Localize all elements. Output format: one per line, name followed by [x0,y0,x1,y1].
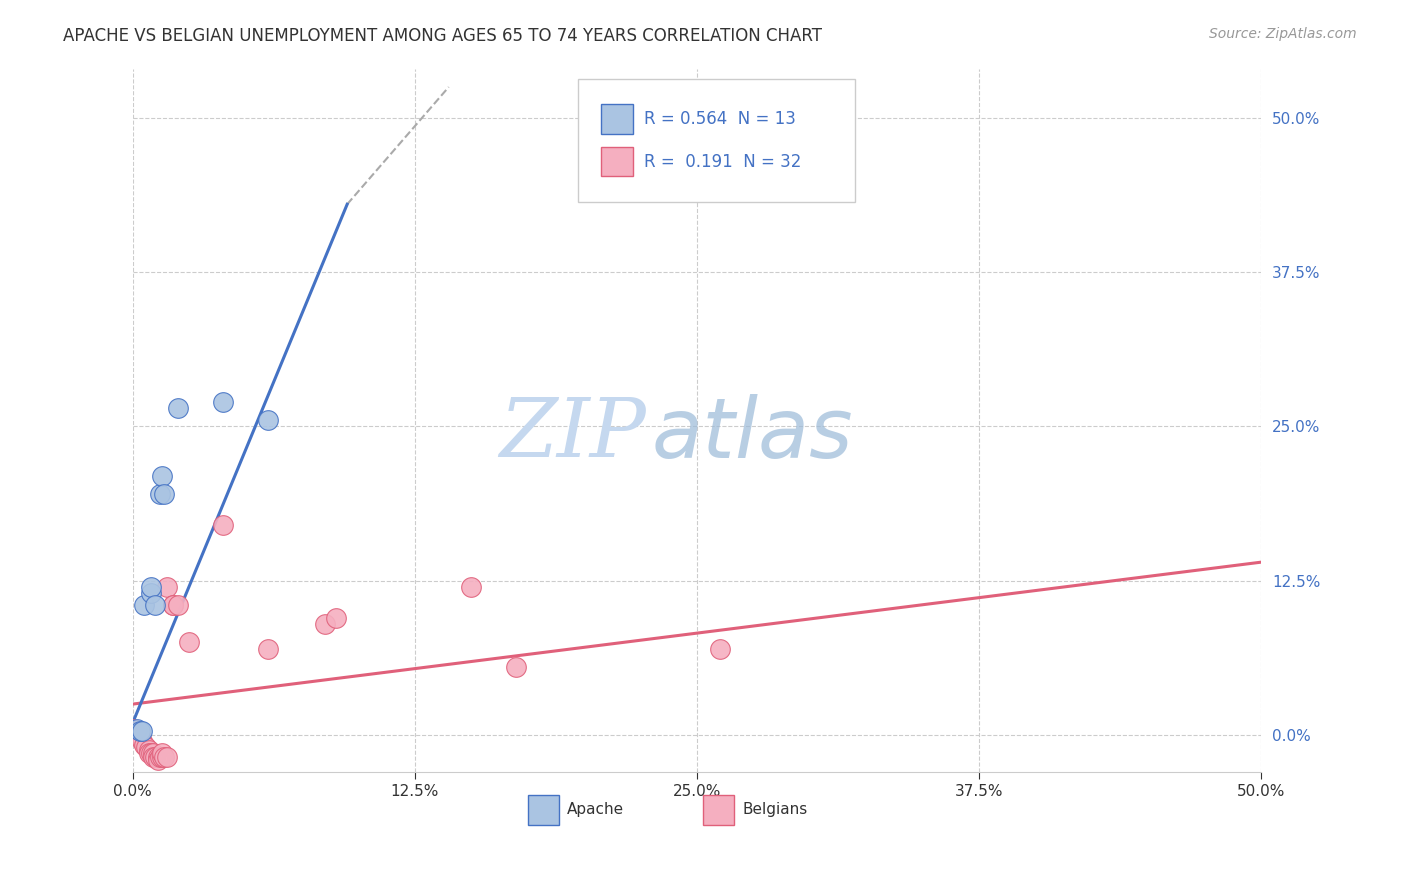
Point [121,722,143,736]
FancyBboxPatch shape [578,79,855,202]
FancyBboxPatch shape [600,146,633,176]
Point [505,660,527,674]
Point [146,753,169,767]
Text: APACHE VS BELGIAN UNEMPLOYMENT AMONG AGES 65 TO 74 YEARS CORRELATION CHART: APACHE VS BELGIAN UNEMPLOYMENT AMONG AGE… [63,27,823,45]
Point [143,750,166,764]
Point [167,401,190,415]
Point [150,468,173,483]
FancyBboxPatch shape [600,104,633,134]
Text: Belgians: Belgians [742,802,807,817]
Point [124,725,146,739]
Point [143,599,166,613]
Point [138,743,160,757]
Point [162,599,184,613]
Point [128,728,150,742]
Point [212,394,235,409]
Text: R =  0.191  N = 32: R = 0.191 N = 32 [644,153,801,171]
Point [139,580,162,594]
Text: R = 0.564  N = 13: R = 0.564 N = 13 [644,111,796,128]
Point [153,750,176,764]
Point [131,724,153,739]
Point [149,750,172,764]
Text: Apache: Apache [567,802,624,817]
Point [139,747,162,761]
FancyBboxPatch shape [703,795,734,825]
Point [142,747,165,761]
Point [257,641,280,656]
Point [167,599,190,613]
Text: ZIP: ZIP [499,394,647,475]
Point [149,487,172,501]
Point [138,747,160,761]
Point [150,750,173,764]
Point [150,747,173,761]
Point [156,750,179,764]
Point [128,724,150,739]
Point [127,728,149,742]
Point [460,580,482,594]
Point [142,750,165,764]
Point [156,580,179,594]
Point [127,722,149,736]
Point [257,413,280,427]
Point [162,599,184,613]
Point [179,635,201,649]
Point [131,734,153,748]
Text: atlas: atlas [652,393,853,475]
Point [135,740,157,755]
Point [325,610,347,624]
Point [132,599,155,613]
Text: Source: ZipAtlas.com: Source: ZipAtlas.com [1209,27,1357,41]
Point [709,641,731,656]
Point [132,738,155,752]
Point [212,518,235,533]
Point [314,616,336,631]
Point [146,750,169,764]
Point [153,487,176,501]
FancyBboxPatch shape [527,795,560,825]
Point [139,586,162,600]
